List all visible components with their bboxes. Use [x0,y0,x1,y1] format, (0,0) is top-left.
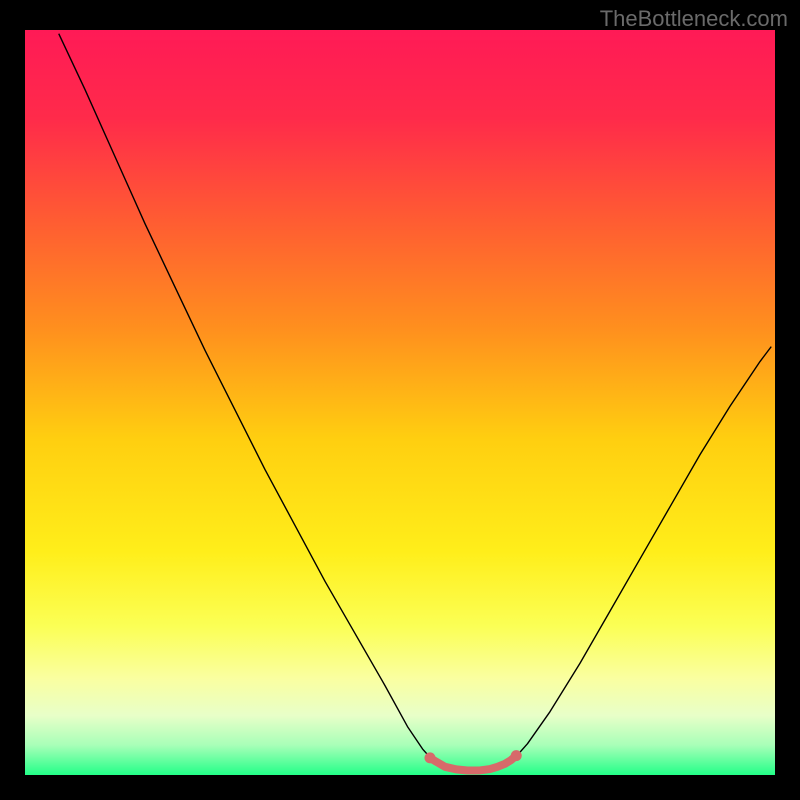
highlight-endpoint-2 [511,750,522,761]
watermark-text: TheBottleneck.com [600,6,788,32]
chart-container: TheBottleneck.com [0,0,800,800]
chart-svg [0,0,800,800]
highlight-endpoint-1 [425,752,436,763]
